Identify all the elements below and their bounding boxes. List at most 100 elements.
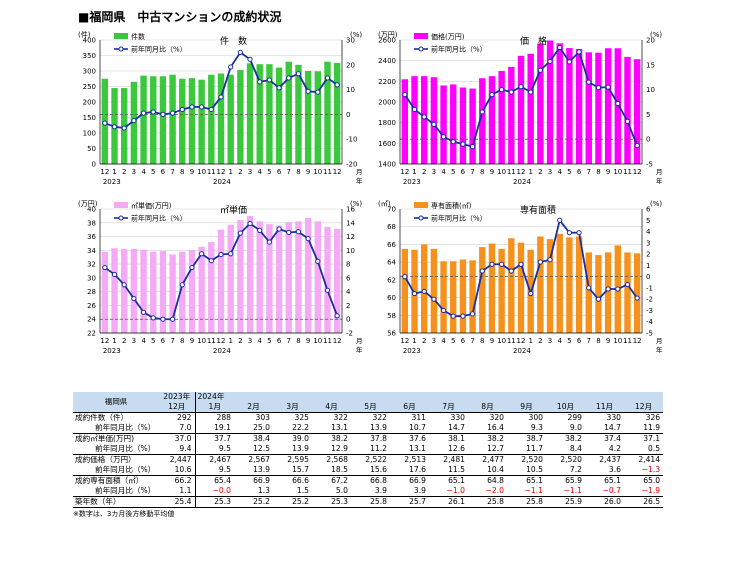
bar [498, 71, 505, 164]
y-tick-label: 2600 [378, 37, 396, 45]
x-tick-label: 5 [151, 337, 155, 345]
x-year-label: 2024 [213, 347, 231, 355]
data-point [315, 258, 321, 264]
data-point [286, 229, 292, 236]
table-cell: 25.4 [159, 496, 196, 508]
x-tick-label: 9 [306, 168, 310, 176]
data-point [402, 91, 408, 98]
y-tick-label: 34 [87, 247, 96, 255]
bar [508, 66, 515, 164]
bar [459, 87, 467, 164]
y-tick-label: 58 [387, 312, 396, 320]
data-point [586, 285, 592, 291]
y2-tick-label: 5 [646, 111, 650, 119]
x-unit-label: 月 [656, 168, 663, 176]
x-tick-label: 2 [422, 337, 426, 345]
bar [469, 260, 476, 333]
y2-tick-label: 15 [646, 61, 655, 69]
table-cell: 39.0 [292, 434, 309, 443]
bar [440, 85, 447, 164]
bar [537, 43, 544, 164]
data-point [305, 88, 311, 94]
table-cell: 9.3 [507, 423, 546, 434]
bar [488, 243, 496, 333]
x-tick-label: 8 [180, 168, 184, 176]
legend-bar-swatch [114, 202, 128, 208]
data-point [624, 118, 631, 124]
data-point [199, 104, 205, 110]
table-cell: 2,447 [159, 454, 196, 465]
table-cell: 9.5 [195, 444, 234, 455]
y-unit-label: (万円) [378, 31, 398, 39]
x-tick-label: 2 [238, 168, 242, 176]
table-row: 前年同月比（%） 7.0 19.1 25.0 22.2 13.1 13.9 10.7 14.7 1… [73, 423, 664, 434]
y-tick-label: 32 [87, 261, 96, 269]
table-cell: 303 [255, 413, 271, 422]
y-unit-label: (件) [78, 30, 91, 39]
bar [566, 237, 573, 333]
x-tick-label: 6 [277, 337, 282, 345]
y2-tick-label: -3 [646, 307, 653, 315]
table-note: ※数字は、3カ月後方移動平均値 [73, 510, 175, 518]
y-tick-label: 22 [87, 330, 96, 338]
data-point [111, 271, 118, 278]
table-row: 成約専有面積（㎡） 66.2 65.4 66.9 66.6 67.2 66.8 66.9 65.… [73, 475, 663, 486]
data-point [586, 79, 592, 85]
y-unit-label: (万円) [78, 200, 98, 208]
x-tick-label: 12 [400, 168, 409, 176]
bar [227, 224, 234, 333]
table-cell: 15.6 [351, 465, 390, 476]
data-point [218, 94, 224, 100]
y2-tick-label: 3 [646, 239, 650, 247]
table-row-label: 築年数（年） [73, 496, 159, 508]
table-cell: 12.5 [234, 444, 273, 455]
table-cell: 9.5 [195, 465, 234, 476]
y2-tick-label: 10 [346, 247, 355, 255]
bar [566, 48, 573, 164]
y-tick-label: 400 [83, 37, 96, 45]
x-year-label: 2024 [513, 347, 531, 355]
x-tick-label: 10 [313, 337, 322, 345]
bar [208, 242, 215, 333]
bar [421, 76, 428, 164]
table-row: 成約価格（万円） 2,447 2,467 2,567 2,595 2,568 2,522 2,… [73, 454, 663, 465]
data-point [266, 77, 272, 83]
data-point [286, 75, 292, 81]
y2-tick-label: 4 [346, 288, 351, 296]
table-month-header: 7月 [429, 402, 468, 413]
y2-tick-label: 4 [646, 228, 651, 236]
data-point [557, 217, 563, 223]
x-tick-label: 6 [161, 337, 166, 345]
data-point [208, 258, 214, 264]
data-point [576, 230, 582, 236]
x-tick-label: 5 [451, 337, 455, 345]
table-cell: 65.1 [604, 476, 621, 485]
bar [633, 59, 641, 164]
legend-label: 件数 [131, 32, 145, 41]
x-year-label: 2023 [103, 347, 121, 355]
data-point [247, 220, 253, 227]
data-point [247, 56, 253, 62]
x-tick-label: 7 [170, 168, 174, 176]
data-table: 福岡県 2023年 2024年 12月 1月 2月 3月 4月 5月 6月 7月 8月 9月 10月… [73, 392, 664, 519]
table-cell: 13.9 [273, 444, 312, 455]
chart-price: 1400160018002000220024002600-505101520(万… [378, 31, 663, 186]
table-cell: 38.2 [331, 434, 348, 443]
y-tick-label: 50 [87, 145, 96, 153]
y2-tick-label: 6 [346, 274, 351, 282]
bar [585, 252, 592, 333]
data-point [199, 251, 205, 257]
table-cell: 288 [216, 413, 232, 422]
table-row: 築年数（年） 25.4 25.3 25.2 25.2 25.3 25.8 25.7 26.1 25… [73, 496, 664, 508]
data-point [140, 309, 147, 315]
table-cell: −1.0 [429, 486, 468, 497]
x-tick-label: 1 [228, 337, 232, 345]
table-cell: 37.6 [409, 434, 426, 443]
table-row: 成約件数（件） 292 288 303 325 322 322 311 330 320 300 299… [73, 412, 663, 423]
x-tick-label: 3 [432, 168, 436, 176]
chart-title: 件 数 [220, 35, 247, 47]
y-tick-label: 300 [83, 68, 96, 76]
bar [575, 48, 583, 164]
x-tick-label: 4 [257, 168, 262, 176]
bar [150, 76, 157, 164]
